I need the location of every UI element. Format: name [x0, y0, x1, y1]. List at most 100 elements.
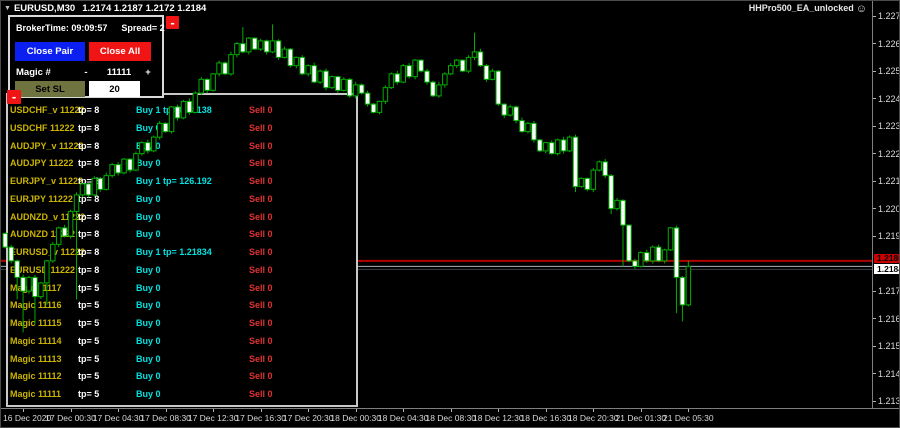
sl-value-input[interactable]: 20 — [89, 81, 140, 97]
row-symbol: Magic 11113 — [10, 353, 62, 364]
broker-info-row: BrokerTime: 09:09:57 Spread= 2 — [16, 23, 165, 33]
row-buy-status: Buy 0 — [136, 229, 161, 240]
row-sell-status: Sell 0 — [249, 140, 273, 151]
row-symbol: AUDJPY 11222 — [10, 158, 74, 169]
row-buy-status: Buy 0 — [136, 140, 161, 151]
row-buy-status: Buy 0 — [136, 335, 161, 346]
magic-number-row: Magic # - 11111 + — [10, 67, 162, 80]
ea-name-text: HHPro500_EA_unlocked — [748, 3, 854, 13]
table-row: Magic 11114 tp= 5 Buy 0 Sell 0 — [1, 336, 357, 349]
row-buy-status: Buy 0 — [136, 122, 161, 133]
price-tick-label: 1.2245 — [878, 93, 899, 104]
set-sl-button[interactable]: Set SL — [15, 81, 85, 97]
time-tick-label: 17 Dec 00:30 — [45, 413, 96, 423]
row-sell-status: Sell 0 — [249, 353, 273, 364]
time-tick-label: 18 Dec 16:30 — [520, 413, 572, 423]
price-tick-label: 1.2165 — [878, 313, 899, 324]
magic-label: Magic # — [16, 67, 51, 78]
table-row: USDCHF_v 11222 tp= 8 Buy 1 tp= 0.88138 Sell… — [1, 105, 357, 118]
row-symbol: AUDJPY_v 11222 — [10, 140, 84, 151]
price-tick-label: 1.2215 — [878, 176, 899, 187]
row-buy-status: Buy 0 — [136, 353, 161, 364]
time-tick-label: 18 Dec 20:30 — [568, 413, 619, 423]
price-tick-mark — [873, 208, 876, 210]
price-tick-mark — [873, 98, 876, 100]
magic-increment-button[interactable]: + — [145, 67, 151, 78]
price-tick-mark — [873, 15, 876, 17]
price-tick-label: 1.2205 — [878, 203, 899, 214]
price-tick-mark — [873, 180, 876, 182]
time-tick-mark — [403, 409, 405, 412]
row-symbol: AUDNZD_v 11222 — [10, 211, 86, 222]
time-tick-label: 17 Dec 08:30 — [140, 413, 191, 423]
row-buy-status: Buy 0 — [136, 282, 161, 293]
table-row: Magic 11116 tp= 5 Buy 0 Sell 0 — [1, 300, 357, 313]
time-tick-mark — [213, 409, 215, 412]
bid-price-tag: 1.2184 — [874, 263, 899, 274]
time-tick-label: 18 Dec 04:30 — [377, 413, 429, 423]
time-tick-mark — [593, 409, 595, 412]
price-tick-label: 1.2235 — [878, 121, 899, 132]
row-buy-status: Buy 0 — [136, 211, 161, 222]
price-tick-mark — [873, 125, 876, 127]
time-tick-mark — [118, 409, 120, 412]
row-symbol: EURJPY_v 11222 — [10, 176, 84, 186]
row-symbol: Magic 11116 — [10, 300, 62, 311]
time-tick-label: 18 Dec 00:30 — [330, 413, 381, 423]
magic-number-value: 11111 — [106, 67, 132, 78]
price-tick-mark — [873, 318, 876, 320]
row-buy-status: Buy 0 — [136, 371, 161, 382]
time-tick-mark — [23, 409, 25, 412]
row-buy-status: Buy 0 — [136, 158, 161, 169]
time-tick-label: 21 Dec 05:30 — [663, 413, 714, 423]
row-sell-status: Sell 0 — [249, 247, 273, 257]
row-sell-status: Sell 0 — [249, 371, 273, 382]
time-tick-label: 18 Dec 12:30 — [472, 413, 524, 423]
close-all-button[interactable]: Close All — [89, 42, 151, 61]
price-tick-mark — [873, 70, 876, 72]
time-tick-label: 16 Dec 2020 — [3, 413, 52, 423]
row-sell-status: Sell 0 — [249, 264, 273, 275]
row-buy-status: Buy 1 tp= 126.192 — [136, 176, 212, 186]
row-buy-status: Buy 0 — [136, 193, 161, 204]
row-symbol: AUDNZD 11222 — [10, 229, 76, 240]
ask-price-tag: 1.2186 — [874, 253, 899, 263]
row-sell-status: Sell 0 — [249, 211, 273, 222]
table-row: Magic 11115 tp= 5 Buy 0 Sell 0 — [1, 318, 357, 331]
close-pair-button[interactable]: Close Pair — [15, 42, 85, 61]
price-axis[interactable]: 1.2186 1.2184 1.2275 1.2265 1.2255 1.2245 1.… — [872, 1, 899, 408]
table-minimize-button[interactable]: - — [7, 90, 21, 104]
time-tick-mark — [640, 409, 642, 412]
time-axis[interactable]: 16 Dec 2020 17 Dec 00:30 17 Dec 04:30 17 De… — [1, 408, 899, 427]
table-row: Magic 11112 tp= 5 Buy 0 Sell 0 — [1, 371, 357, 384]
row-symbol: Magic 11112 — [10, 371, 62, 382]
time-tick-label: 17 Dec 12:30 — [187, 413, 239, 423]
time-tick-label: 17 Dec 20:30 — [282, 413, 334, 423]
symbol-dropdown-arrow-icon: ▼ — [4, 5, 11, 12]
spread-label: Spread= 2 — [121, 23, 165, 33]
row-tp: tp= 8 — [78, 193, 100, 204]
row-tp: tp= 8 — [78, 229, 100, 240]
row-tp: tp= 5 — [78, 371, 100, 382]
magic-decrement-button[interactable]: - — [84, 67, 88, 78]
panel-minimize-button[interactable]: - — [166, 16, 179, 29]
row-buy-status: Buy 0 — [136, 300, 161, 311]
chart-title: ▼ EURUSD,M30 1.2174 1.2187 1.2172 1.2184 — [4, 3, 206, 14]
price-tick-mark — [873, 153, 876, 155]
table-row: EURUSD_v 11222 tp= 8 Buy 1 tp= 1.21834 Sell… — [1, 247, 357, 260]
row-sell-status: Sell 0 — [249, 122, 273, 133]
price-tick-label: 1.2135 — [878, 396, 899, 407]
row-sell-status: Sell 0 — [249, 282, 273, 293]
row-symbol: Magic 11111 — [10, 389, 62, 399]
time-tick-mark — [355, 409, 357, 412]
chart-ohlc-values: 1.2174 1.2187 1.2172 1.2184 — [82, 3, 207, 14]
price-tick-mark — [873, 345, 876, 347]
time-tick-mark — [498, 409, 500, 412]
row-tp: tp= 5 — [78, 300, 100, 311]
broker-time-label: BrokerTime: 09:09:57 — [16, 23, 108, 33]
table-row: Magic 11117 tp= 5 Buy 0 Sell 0 — [1, 283, 357, 296]
table-row: EURJPY_v 11222 tp= 8 Buy 1 tp= 126.192 Sell… — [1, 176, 357, 189]
row-tp: tp= 8 — [78, 264, 100, 275]
time-tick-label: 17 Dec 16:30 — [235, 413, 286, 423]
row-symbol: Magic 11117 — [10, 282, 62, 293]
